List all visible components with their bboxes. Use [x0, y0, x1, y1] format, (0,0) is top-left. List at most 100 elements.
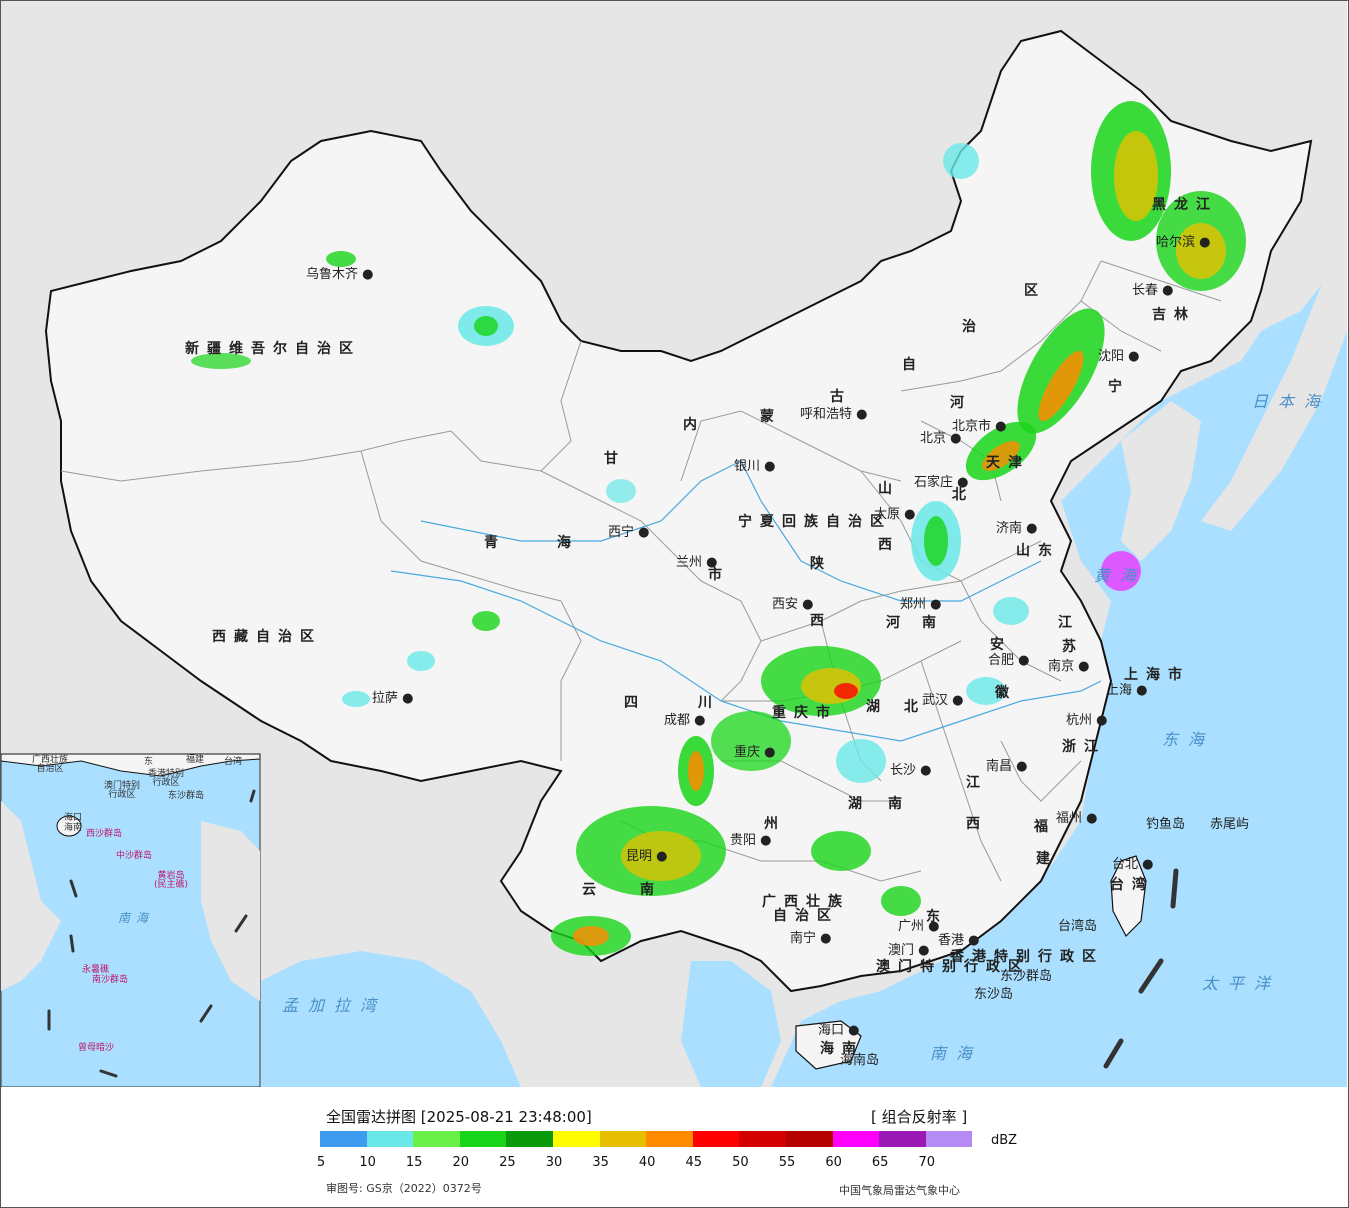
city-label-jinan: 济南 ●: [996, 521, 1038, 536]
province-label-ningxia: 宁夏回族自治区: [738, 514, 892, 530]
scale-tick-20: 20: [452, 1155, 470, 1170]
organization: 中国气象局雷达气象中心: [839, 1184, 960, 1197]
province-label-jilin: 吉林: [1152, 307, 1196, 323]
inset-label-in-hainan: 海南: [64, 823, 83, 833]
city-label-taiyuan: 太原 ●: [874, 507, 916, 522]
scale-swatch-35: [599, 1131, 647, 1147]
scale-tick-40: 40: [638, 1155, 656, 1170]
province-label-tianjin: 天津: [986, 455, 1030, 471]
city-label-nanning: 南宁 ●: [790, 931, 832, 946]
city-label-guiyang: 贵阳 ●: [730, 833, 772, 848]
province-label-hunan-nan: 南: [888, 796, 910, 812]
city-label-beijing: 北京 ●: [920, 431, 962, 446]
scale-swatch-5: [320, 1131, 367, 1147]
province-label-qinghai-qing: 青: [484, 535, 506, 551]
province-label-sichuan-chuan: 川: [698, 695, 720, 711]
review-number: 审图号: GS京（2022）0372号: [326, 1182, 482, 1195]
scale-swatch-50: [739, 1131, 786, 1147]
city-label-changchun: 长春 ●: [1132, 283, 1174, 298]
scale-swatch-25: [506, 1131, 553, 1147]
inset-label-in-nansha: 南沙群岛: [92, 975, 129, 985]
province-label-xizang: 西藏自治区: [212, 629, 322, 645]
city-label-lhasa: 拉萨 ●: [372, 691, 414, 706]
inset-label-in-zengmu: 曾母暗沙: [78, 1043, 115, 1053]
province-label-qinghai-hai: 海: [557, 535, 579, 551]
radar-map: [1, 1, 1347, 1087]
scale-swatch-45: [692, 1131, 740, 1147]
city-label-zhengzhou: 郑州 ●: [900, 597, 942, 612]
city-label-macau-city: 澳门 ●: [888, 943, 930, 958]
province-label-anhui-an: 安: [990, 637, 1012, 653]
province-label-shandong: 山东: [1016, 543, 1060, 559]
province-label-henan-nan: 南: [922, 615, 944, 631]
province-label-liaoning: 宁: [1108, 379, 1130, 395]
province-label-hainan: 海南: [820, 1041, 864, 1057]
province-label-zhejiang: 浙江: [1062, 739, 1106, 755]
city-label-xian: 西安 ●: [772, 597, 814, 612]
city-label-xining: 西宁 ●: [608, 525, 650, 540]
taiwan-land: [1110, 855, 1147, 938]
city-label-shenyang: 沈阳 ●: [1098, 349, 1140, 364]
province-label-nm-nei: 内: [683, 417, 705, 433]
color-scale: [320, 1131, 973, 1147]
province-label-hlj: 黑龙江: [1152, 197, 1218, 213]
province-label-hubei-hu: 湖: [866, 699, 888, 715]
inset-label-in-tw: 台湾: [224, 757, 243, 767]
scale-tick-35: 35: [592, 1155, 609, 1170]
water-label-chiwei: 赤尾屿: [1210, 817, 1250, 832]
inset-label-in-gd: 东: [144, 757, 154, 767]
province-label-chongqing: 重庆市: [772, 705, 838, 721]
city-label-nanchang: 南昌 ●: [986, 759, 1028, 774]
radar-echoes: [191, 101, 1246, 956]
province-label-yunnan-yun: 云: [582, 882, 604, 898]
province-label-jiangxi-jiang: 江: [966, 775, 988, 791]
city-label-harbin: 哈尔滨 ●: [1156, 235, 1211, 250]
province-label-gansu: 甘: [604, 451, 626, 467]
province-label-guangxi: 广西壮族 自治区: [762, 894, 850, 924]
city-label-hefei: 合肥 ●: [988, 653, 1030, 668]
city-label-kunming: 昆明 ●: [626, 849, 668, 864]
water-label-sea-bengal: 孟加拉湾: [282, 996, 387, 1015]
city-label-lanzhou: 兰州 ●: [676, 555, 718, 570]
inset-label-in-yongshu: 永暑礁: [82, 965, 110, 975]
legend-title: 全国雷达拼图 [2025-08-21 23:48:00]: [326, 1108, 592, 1126]
city-label-guangzhou: 广州 ●: [898, 919, 940, 934]
province-label-shaanxi-xi: 西: [810, 613, 832, 629]
city-label-yinchuan: 银川 ●: [734, 459, 776, 474]
inset-label-in-fj: 福建: [186, 755, 205, 765]
province-label-gansu-shi: 市: [708, 567, 730, 583]
scale-swatch-60: [832, 1131, 880, 1147]
scale-tick-65: 65: [871, 1155, 889, 1170]
province-label-taiwan: 台湾: [1110, 877, 1154, 893]
province-label-macau: 澳门特别行政区: [876, 959, 1030, 975]
water-label-sea-south: 南海: [930, 1044, 983, 1063]
scale-swatch-15: [413, 1131, 460, 1147]
province-label-anhui-hui: 徽: [995, 685, 1017, 701]
scale-swatch-65: [879, 1131, 926, 1147]
scale-swatch-55: [785, 1131, 833, 1147]
province-label-nm-meng: 蒙: [760, 409, 782, 425]
province-label-shanxi-shan: 山: [878, 481, 900, 497]
province-label-nm-gu: 古: [830, 389, 852, 405]
scale-tick-50: 50: [732, 1155, 749, 1170]
scale-tick-10: 10: [359, 1155, 376, 1170]
province-label-fujian-fu: 福: [1034, 819, 1056, 835]
water-label-diaoyu: 钓鱼岛: [1146, 817, 1186, 832]
city-label-hohhot: 呼和浩特 ●: [800, 407, 868, 422]
scale-tick-60: 60: [825, 1155, 842, 1170]
product-name: [ 组合反射率 ]: [871, 1108, 968, 1126]
province-label-jiangxi-xi: 西: [966, 816, 988, 832]
south-china-sea-inset: [1, 753, 261, 1087]
gulf-tonkin: [681, 961, 781, 1087]
province-label-nm-qu: 区: [1024, 283, 1046, 299]
scale-unit: dBZ: [991, 1133, 1018, 1148]
scale-swatch-10: [366, 1131, 414, 1147]
scale-swatch-20: [459, 1131, 507, 1147]
city-label-hongkong-city: 香港 ●: [938, 933, 980, 948]
inset-label-in-nanhai: 南海: [118, 911, 155, 925]
province-label-sichuan-si: 四: [624, 695, 646, 711]
province-label-jiangsu-su: 苏: [1062, 639, 1084, 655]
city-label-haikou: 海口 ●: [818, 1023, 860, 1038]
city-label-hangzhou: 杭州 ●: [1066, 713, 1108, 728]
water-label-sea-japan: 日本海: [1252, 392, 1331, 411]
